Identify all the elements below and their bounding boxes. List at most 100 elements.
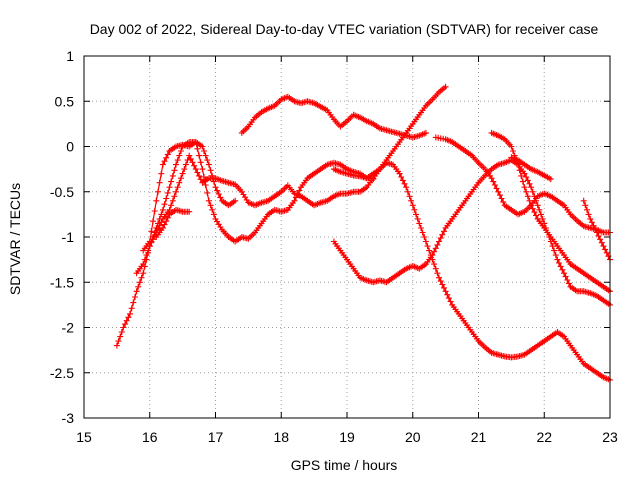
data-point <box>533 212 539 219</box>
data-point <box>197 159 204 166</box>
data-point <box>597 236 604 243</box>
data-point <box>432 265 439 272</box>
data-point <box>408 197 415 204</box>
data-point <box>519 178 526 185</box>
y-tick-label: -2.5 <box>50 365 74 381</box>
data-point <box>178 148 184 154</box>
data-point <box>422 129 429 136</box>
data-point <box>510 148 516 154</box>
data-point <box>603 249 610 256</box>
data-point <box>396 170 403 177</box>
data-point <box>215 191 222 197</box>
data-point <box>150 218 156 225</box>
data-point <box>163 218 170 225</box>
data-point <box>159 206 166 213</box>
data-point <box>294 191 301 197</box>
data-point <box>585 211 592 218</box>
data-point <box>441 228 447 235</box>
data-point <box>196 172 203 179</box>
data-point <box>595 232 602 239</box>
data-point <box>587 215 594 222</box>
data-point <box>136 279 143 286</box>
data-point <box>209 172 216 179</box>
data-point <box>582 202 589 209</box>
data-point <box>148 238 155 245</box>
data-point <box>201 174 207 180</box>
data-point <box>171 167 178 174</box>
data-point <box>528 184 535 191</box>
data-point <box>174 184 181 191</box>
x-tick-label: 18 <box>273 429 289 445</box>
data-point <box>529 205 536 212</box>
data-point <box>523 188 530 195</box>
data-point <box>169 197 176 204</box>
data-point <box>426 247 433 254</box>
data-point <box>117 333 124 340</box>
data-point <box>151 208 158 214</box>
data-point <box>422 238 429 245</box>
data-point <box>418 225 424 231</box>
data-point <box>414 215 421 222</box>
data-point <box>602 246 609 253</box>
data-point <box>171 193 178 200</box>
data-point <box>187 155 194 162</box>
data-point <box>204 157 211 164</box>
data-point <box>123 317 130 324</box>
data-point <box>189 159 196 166</box>
data-point <box>445 295 452 302</box>
data-point <box>122 321 129 328</box>
y-tick-label: -1.5 <box>50 274 74 290</box>
data-point <box>526 180 533 187</box>
data-point <box>409 202 416 209</box>
data-point <box>399 177 406 184</box>
data-point <box>176 152 183 159</box>
data-point <box>179 170 186 177</box>
data-point <box>434 270 441 277</box>
data-point <box>174 157 181 164</box>
data-point <box>588 219 595 226</box>
data-point <box>404 188 411 195</box>
data-point <box>547 176 554 183</box>
data-point <box>135 283 142 290</box>
data-point <box>168 178 175 185</box>
data-point <box>207 167 214 174</box>
data-point <box>182 161 189 168</box>
x-tick-label: 21 <box>471 429 487 445</box>
data-point <box>437 278 444 285</box>
series-s9 <box>488 129 613 295</box>
data-point <box>153 224 160 231</box>
data-point <box>127 310 133 317</box>
data-point <box>416 220 423 227</box>
data-point <box>491 182 498 188</box>
data-point <box>439 281 446 288</box>
data-point <box>431 261 438 268</box>
x-tick-label: 22 <box>536 429 552 445</box>
data-point <box>401 180 408 187</box>
grid <box>84 56 610 418</box>
data-point <box>564 277 571 283</box>
data-point <box>556 260 562 266</box>
data-point <box>163 195 170 202</box>
data-point <box>156 179 163 186</box>
data-point <box>528 202 535 209</box>
x-tick-label: 16 <box>142 429 158 445</box>
x-axis-label: GPS time / hours <box>291 457 398 473</box>
data-point <box>593 229 600 236</box>
data-point <box>441 284 447 291</box>
data-point <box>536 206 543 213</box>
data-point <box>557 263 564 270</box>
data-point <box>421 234 428 240</box>
y-tick-label: -3 <box>62 410 75 426</box>
data-point <box>156 215 163 222</box>
series-line <box>491 132 611 292</box>
data-point <box>210 211 217 218</box>
x-tick-label: 19 <box>339 429 355 445</box>
data-point <box>201 148 207 154</box>
series-s4 <box>153 206 193 240</box>
data-point <box>598 239 605 246</box>
data-point <box>199 166 206 173</box>
data-point <box>186 208 193 215</box>
data-point <box>552 252 559 259</box>
data-point <box>159 161 166 168</box>
data-point <box>413 211 419 218</box>
